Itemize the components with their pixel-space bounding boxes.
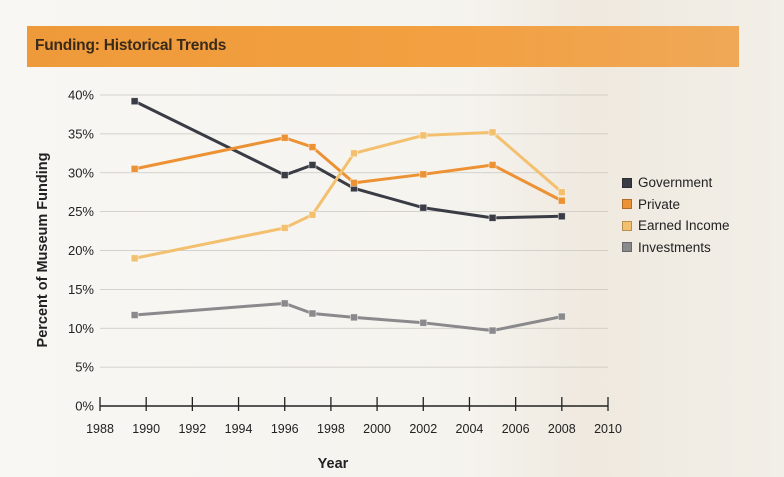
data-point: [419, 203, 428, 212]
y-tick-label: 20%: [68, 243, 94, 258]
legend-item-private: Private: [622, 194, 730, 216]
data-point: [280, 133, 289, 142]
data-point: [308, 143, 317, 151]
x-tick-label: 1992: [178, 422, 206, 436]
series-government: [130, 97, 566, 222]
x-tick-label: 2008: [548, 422, 576, 436]
y-tick-label: 40%: [68, 88, 94, 103]
data-point: [557, 312, 566, 321]
y-axis-ticks: 0% 5% 10% 15% 20% 25% 30% 35% 40%: [68, 88, 94, 414]
series-line: [134, 301, 563, 333]
y-tick-label: 35%: [68, 126, 94, 141]
legend-item-earned-income: Earned Income: [622, 215, 730, 237]
series-line: [134, 130, 563, 260]
x-tick-label: 1988: [86, 422, 114, 436]
x-tick-label: 2002: [409, 422, 437, 436]
data-point: [280, 171, 289, 179]
data-point: [419, 131, 428, 140]
data-point: [130, 164, 139, 173]
y-tick-label: 0%: [75, 399, 94, 414]
data-point: [557, 196, 566, 205]
banner-title: Funding: Historical Trends: [35, 37, 227, 54]
y-tick-label: 30%: [68, 165, 94, 180]
data-point: [488, 161, 497, 169]
legend-label: Investments: [638, 239, 711, 255]
data-point: [308, 309, 317, 318]
y-tick-label: 25%: [68, 204, 94, 219]
x-tick-label: 1996: [271, 422, 299, 436]
x-tick-label: 1994: [225, 422, 253, 436]
series-investments: [130, 299, 566, 335]
x-tick-label: 1998: [317, 422, 345, 436]
y-tick-label: 5%: [75, 360, 94, 375]
x-tick-label: 2000: [363, 422, 391, 436]
data-point: [130, 311, 139, 319]
data-point: [308, 210, 317, 219]
legend-swatch: [622, 199, 632, 210]
legend-label: Private: [638, 196, 681, 212]
x-tick-label: 1990: [132, 422, 160, 436]
x-axis-label: Year: [318, 456, 349, 472]
data-point: [350, 178, 358, 187]
data-point: [419, 170, 428, 179]
legend-item-investments: Investments: [622, 237, 730, 259]
legend-item-government: Government: [622, 172, 730, 194]
chart-banner: Funding: Historical Trends: [27, 26, 739, 67]
legend-label: Government: [638, 175, 713, 191]
data-point: [130, 254, 139, 263]
data-point: [488, 213, 497, 222]
legend-label: Earned Income: [638, 218, 730, 234]
series-private: [130, 133, 566, 205]
legend-swatch: [622, 177, 632, 188]
series-line: [134, 136, 563, 203]
data-point: [488, 128, 497, 137]
data-point: [280, 299, 289, 308]
x-tick-label: 2006: [502, 422, 530, 436]
legend-swatch: [622, 220, 632, 231]
data-series: [130, 97, 566, 335]
x-tick-label: 2010: [594, 422, 622, 436]
data-point: [557, 212, 566, 221]
series-earned-income: [130, 128, 566, 263]
y-tick-label: 10%: [68, 321, 94, 336]
chart-legend: Government Private Earned Income Investment…: [622, 172, 730, 258]
grid-lines: [100, 94, 608, 407]
data-point: [350, 149, 358, 158]
y-tick-label: 15%: [68, 282, 94, 297]
x-tick-label: 2004: [456, 422, 484, 436]
data-point: [308, 161, 317, 169]
data-point: [488, 326, 497, 335]
x-axis: 1988 1990 1992 1994 1996 1998 2000 2002 2004 2006…: [86, 397, 622, 436]
data-point: [350, 313, 358, 322]
data-point: [280, 224, 289, 232]
data-point: [557, 188, 566, 197]
y-axis-label: Percent of Museum Funding: [35, 153, 51, 348]
data-point: [130, 97, 139, 106]
data-point: [419, 318, 428, 327]
legend-swatch: [622, 242, 632, 253]
